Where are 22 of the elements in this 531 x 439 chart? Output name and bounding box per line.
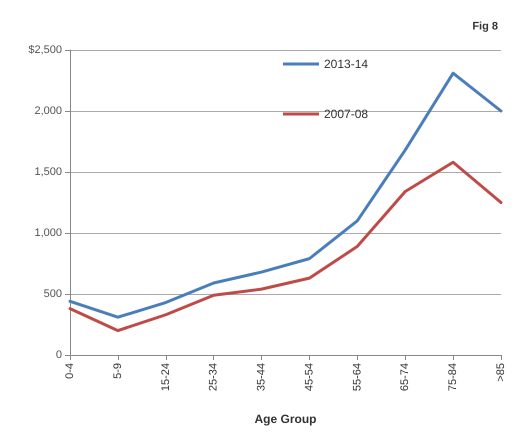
legend-label: 2013-14 bbox=[324, 57, 368, 71]
x-tick-label: 45-54 bbox=[303, 363, 316, 392]
x-tick-label: 0-4 bbox=[64, 363, 76, 379]
x-tick-label: 25-34 bbox=[208, 363, 220, 392]
y-tick-label: 0 bbox=[56, 349, 62, 361]
x-tick-label: 35-44 bbox=[256, 363, 268, 392]
y-tick-label: 500 bbox=[44, 288, 62, 300]
y-tick-label: 1,000 bbox=[34, 227, 62, 239]
y-tick-label: 1,500 bbox=[34, 166, 62, 178]
x-tick-label: 15-24 bbox=[160, 363, 172, 392]
x-tick-label: 5-9 bbox=[112, 363, 124, 379]
legend-label: 2007-08 bbox=[324, 107, 368, 121]
x-tick-label: >85 bbox=[495, 363, 507, 382]
caption: Fig 8 bbox=[472, 20, 498, 32]
x-axis-title: Age Group bbox=[254, 412, 316, 426]
y-tick-label: 2,000 bbox=[34, 105, 62, 117]
x-tick-label: 75-84 bbox=[447, 363, 460, 392]
x-tick-label: 65-74 bbox=[399, 363, 412, 392]
line-series bbox=[68, 72, 502, 319]
line-series bbox=[68, 160, 502, 332]
x-tick-label: 55-64 bbox=[351, 363, 364, 392]
y-tick-label: $2,500 bbox=[28, 44, 62, 56]
